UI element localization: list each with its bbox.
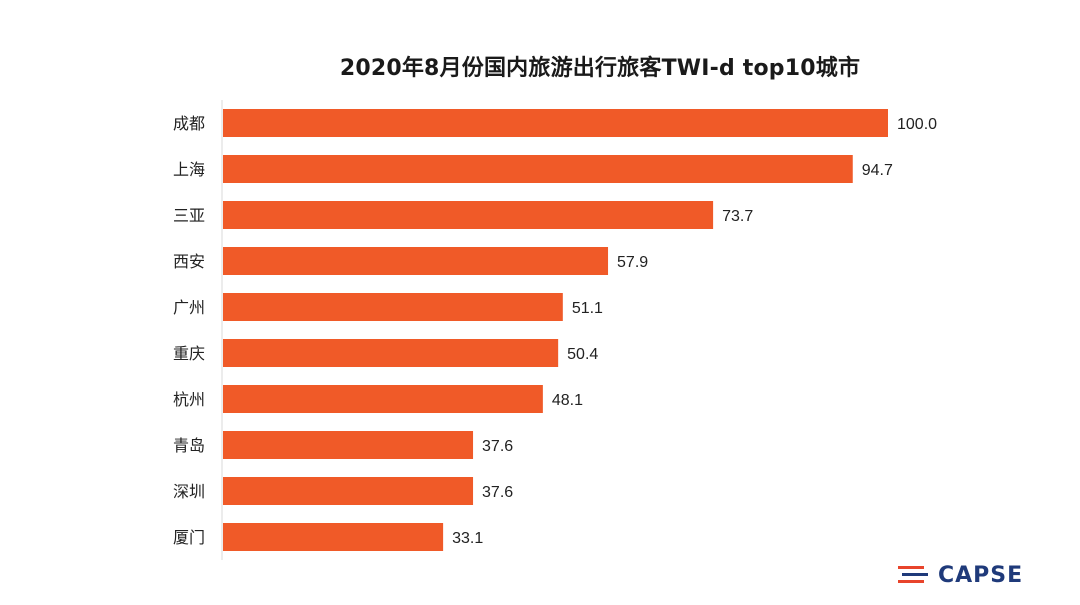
category-label: 重庆 [173, 344, 205, 363]
bar [223, 109, 888, 137]
bar [223, 201, 714, 229]
category-label: 三亚 [173, 206, 205, 225]
watermark-text: CAPSE [938, 562, 1024, 588]
bar [223, 247, 609, 275]
category-label: 深圳 [173, 482, 205, 501]
data-label: 100.0 [897, 116, 937, 133]
category-label: 厦门 [173, 528, 205, 547]
category-label: 西安 [173, 252, 205, 271]
data-label: 33.1 [452, 530, 483, 547]
data-label: 37.6 [482, 484, 513, 501]
capse-watermark: CAPSE [898, 562, 1023, 588]
data-label: 51.1 [572, 300, 603, 317]
bar [223, 431, 474, 459]
bar [223, 477, 474, 505]
data-label: 57.9 [617, 254, 648, 271]
chart-title: 2020年8月份国内旅游出行旅客TWI-d top10城市 [339, 56, 861, 81]
category-label: 成都 [173, 114, 205, 133]
capse-logo-icon [898, 566, 928, 583]
bar [223, 155, 853, 183]
category-label: 上海 [173, 160, 205, 179]
bars-group: 成都 100.0 上海 94.7 三亚 73.7 西安 57.9 广州 51.1 重庆 50.4 杭州 4… [173, 109, 937, 551]
category-label: 杭州 [173, 390, 205, 409]
bar [223, 385, 543, 413]
data-label: 37.6 [482, 438, 513, 455]
data-label: 94.7 [862, 162, 893, 179]
category-label: 青岛 [173, 436, 205, 455]
data-label: 50.4 [567, 346, 598, 363]
bar [223, 293, 563, 321]
bar [223, 523, 444, 551]
bar [223, 339, 559, 367]
category-label: 广州 [173, 298, 205, 317]
data-label: 73.7 [722, 208, 753, 225]
data-label: 48.1 [552, 392, 583, 409]
